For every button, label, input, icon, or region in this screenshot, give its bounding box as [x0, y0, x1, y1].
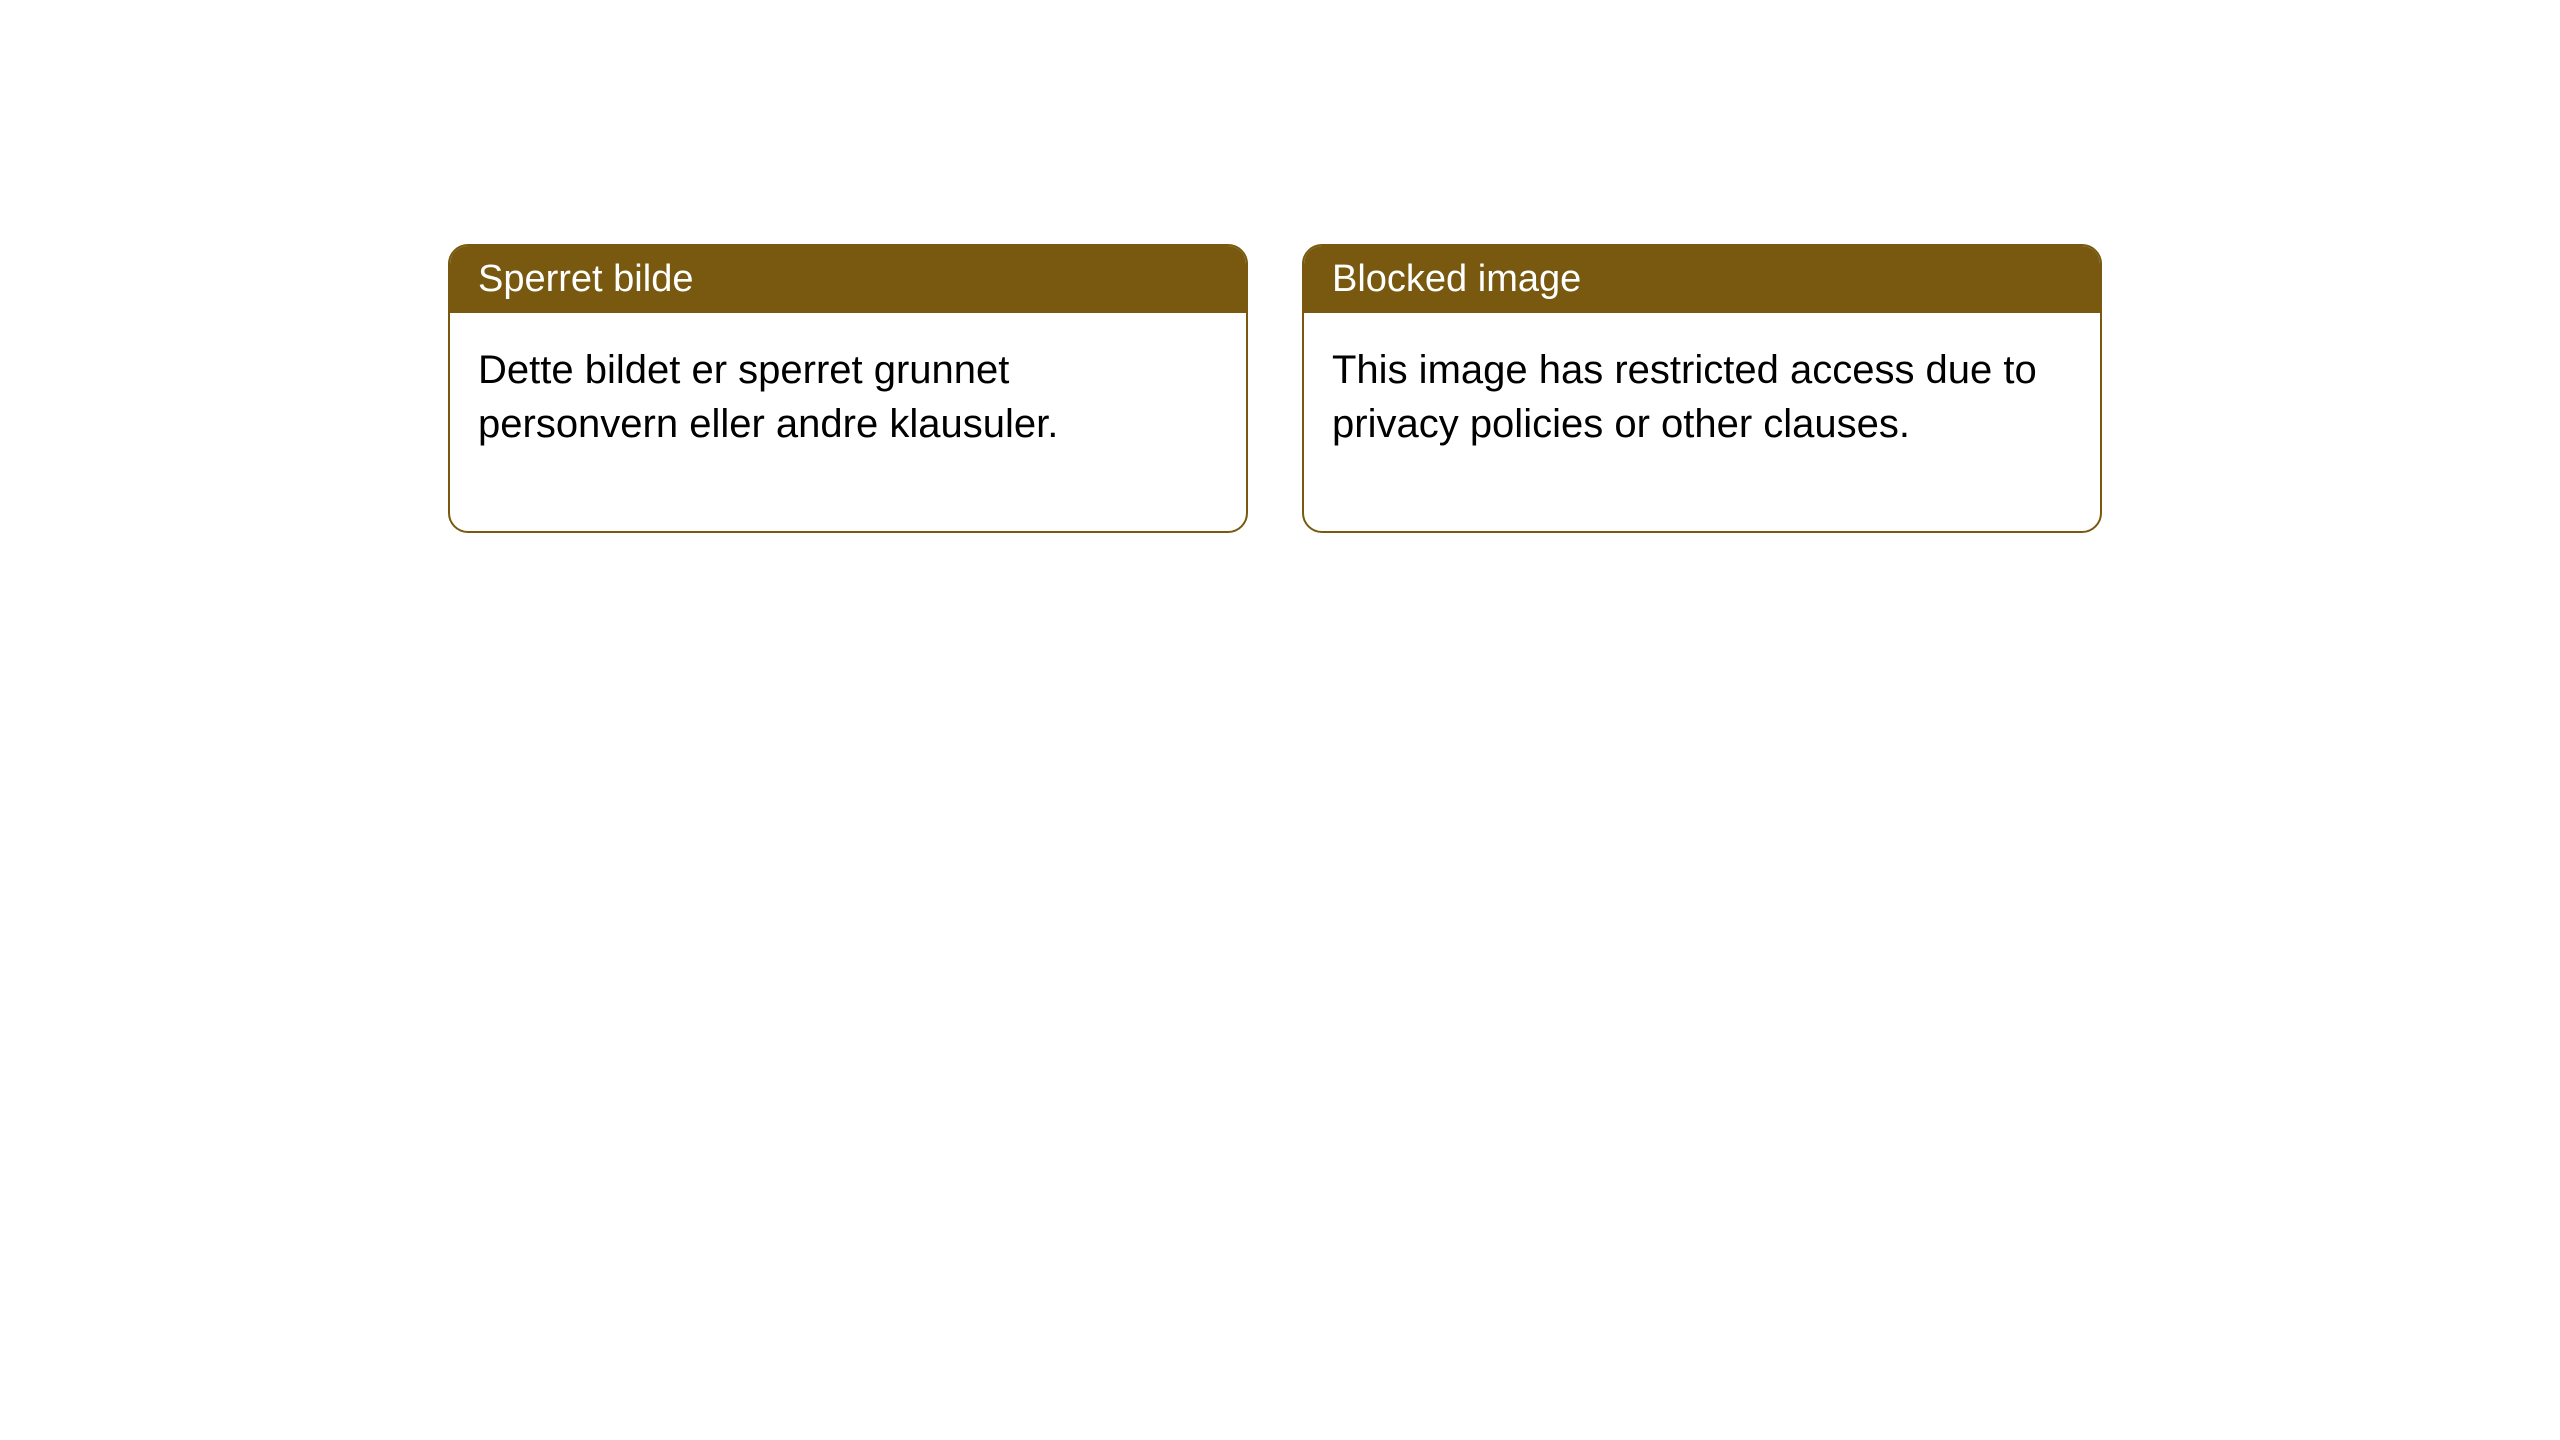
card-body: This image has restricted access due to …	[1304, 313, 2100, 531]
blocked-image-card-en: Blocked image This image has restricted …	[1302, 244, 2102, 533]
cards-container: Sperret bilde Dette bildet er sperret gr…	[0, 0, 2560, 533]
card-body-text: Dette bildet er sperret grunnet personve…	[478, 348, 1058, 446]
card-title: Blocked image	[1332, 258, 1581, 300]
card-header: Sperret bilde	[450, 246, 1246, 313]
card-title: Sperret bilde	[478, 258, 693, 300]
card-body: Dette bildet er sperret grunnet personve…	[450, 313, 1246, 531]
card-header: Blocked image	[1304, 246, 2100, 313]
card-body-text: This image has restricted access due to …	[1332, 348, 2037, 446]
blocked-image-card-no: Sperret bilde Dette bildet er sperret gr…	[448, 244, 1248, 533]
